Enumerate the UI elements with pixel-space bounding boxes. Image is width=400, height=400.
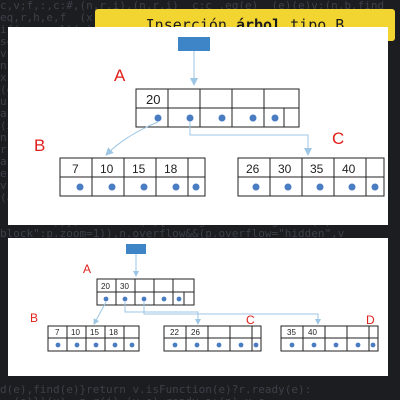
- root-key-1-after: 20: [101, 282, 110, 291]
- level-label-a: A: [114, 66, 126, 85]
- mid-key-2-after: 26: [191, 328, 200, 337]
- level-label-c: C: [332, 129, 344, 148]
- root-key: 20: [146, 92, 160, 107]
- level-label-c-after: C: [246, 313, 255, 327]
- arrow-root-to-right: [189, 122, 312, 156]
- mid-key-1-after: 22: [170, 328, 179, 337]
- btree-diagram-before: 20 A B C 7 10 15 18: [8, 27, 388, 225]
- root-key-2-after: 30: [120, 282, 129, 291]
- root-pointer-marker-after: [126, 244, 146, 254]
- left-leaf-node: 7 10 15 18: [59, 157, 206, 197]
- right-key-3: 35: [310, 162, 324, 176]
- root-node-after: 20 30: [96, 278, 195, 306]
- right-key-2: 30: [278, 162, 292, 176]
- left-key-3: 15: [132, 162, 146, 176]
- mid-leaf-node-after: 22 26: [163, 325, 262, 352]
- arrow-root-to-right-after: [143, 302, 321, 325]
- root-node: 20: [135, 88, 300, 128]
- btree-diagram-before-canvas: 20 A B C 7 10 15 18: [34, 37, 385, 197]
- left-key-3-after: 15: [90, 328, 99, 337]
- left-leaf-node-after: 7 10 15 18: [47, 325, 140, 352]
- left-key-1-after: 7: [55, 328, 60, 337]
- btree-diagram-after: A 20 30 B C D: [8, 238, 388, 376]
- right-leaf-node: 26 30 35 40: [237, 157, 385, 197]
- arrow-root-to-left: [105, 121, 159, 156]
- left-key-1: 7: [72, 162, 79, 176]
- level-label-a-after: A: [83, 262, 91, 276]
- right-leaf-node-after: 35 40: [280, 325, 379, 352]
- left-key-4-after: 18: [109, 328, 118, 337]
- btree-diagram-after-canvas: A 20 30 B C D: [30, 244, 379, 352]
- right-key-4: 40: [342, 162, 356, 176]
- arrow-root-to-left-after: [93, 301, 107, 325]
- root-pointer-marker: [178, 37, 210, 51]
- level-label-b-after: B: [30, 311, 38, 325]
- level-label-b: B: [34, 136, 45, 155]
- right-key-1-after: 35: [287, 328, 296, 337]
- right-key-2-after: 40: [308, 328, 317, 337]
- level-label-d-after: D: [366, 313, 375, 327]
- right-key-1: 26: [246, 162, 260, 176]
- left-key-2: 10: [100, 162, 114, 176]
- left-key-2-after: 10: [71, 328, 80, 337]
- arrow-root-to-mid-after: [124, 302, 201, 325]
- left-key-4: 18: [164, 162, 178, 176]
